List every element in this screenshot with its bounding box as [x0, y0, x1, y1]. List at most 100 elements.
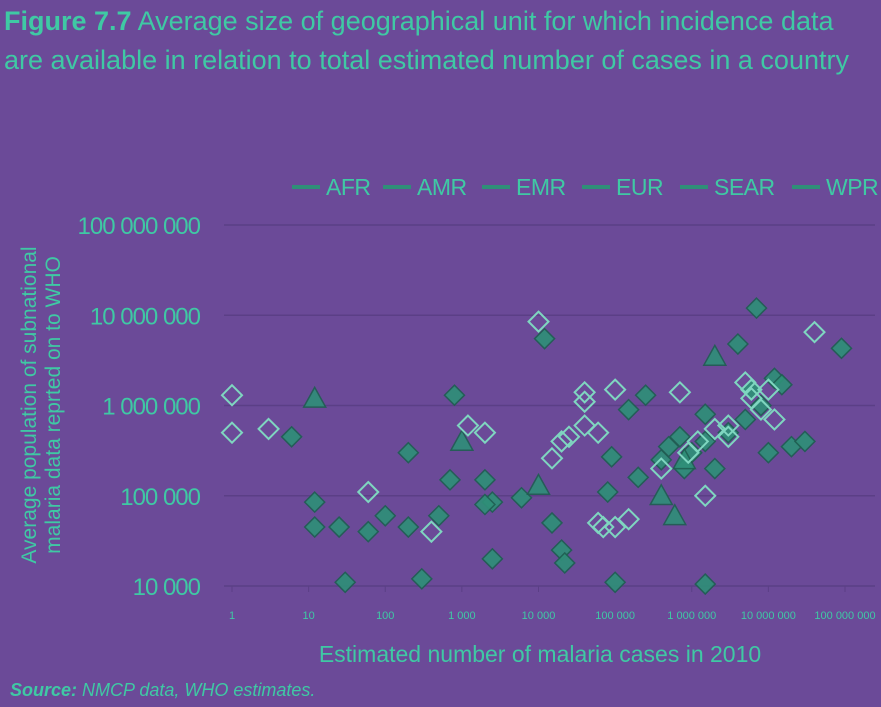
x-tick-label: 1 000 [448, 610, 476, 622]
data-point [603, 515, 627, 539]
data-point [573, 380, 597, 404]
data-point [617, 398, 640, 421]
data-point [694, 403, 717, 426]
data-point [257, 417, 280, 441]
data-point [303, 491, 326, 514]
data-point [456, 414, 480, 437]
data-point [438, 468, 462, 491]
data-point [739, 378, 763, 402]
data-point [303, 515, 326, 539]
figure-title: Figure 7.7 Average size of geographical … [4, 2, 874, 80]
legend-label: EUR [616, 174, 663, 200]
data-point [634, 384, 657, 407]
legend-label: AFR [326, 174, 371, 200]
y-axis-label: Average population of subnationalmalaria… [18, 246, 65, 563]
data-point [302, 385, 327, 408]
data-point [749, 398, 773, 422]
data-point [603, 378, 627, 402]
data-point [648, 483, 674, 506]
data-point [473, 468, 497, 491]
data-point [280, 425, 303, 448]
source-text: NMCP data, WHO estimates. [82, 680, 316, 700]
data-point [763, 408, 786, 431]
data-point [550, 429, 573, 453]
data-point [734, 408, 757, 431]
x-tick-label: 100 000 000 [814, 610, 875, 622]
data-point [745, 297, 768, 320]
data-point [533, 327, 556, 350]
data-point [573, 414, 597, 437]
data-point [830, 337, 853, 360]
x-tick-label: 1 [229, 610, 235, 622]
data-point [443, 384, 466, 407]
data-point [694, 573, 717, 596]
data-point [540, 511, 564, 534]
data-point [694, 430, 717, 453]
data-point [328, 515, 351, 539]
y-tick-label: 1 000 000 [102, 394, 200, 421]
data-point [540, 446, 564, 470]
data-point [419, 520, 443, 544]
data-point [481, 547, 504, 570]
figure-label: Figure 7.7 [4, 6, 132, 36]
data-point [586, 421, 610, 445]
data-point [604, 571, 627, 594]
source-note: Source: NMCP data, WHO estimates. [10, 680, 315, 701]
figure-text: Average size of geographical unit for wh… [4, 6, 849, 75]
legend-label: SEAR [714, 174, 775, 200]
data-point [702, 343, 728, 366]
data-point [427, 504, 450, 527]
x-axis-label: Estimated number of malaria cases in 201… [319, 641, 761, 667]
y-tick-label: 100 000 000 [78, 213, 201, 240]
y-tick-label: 10 000 000 [90, 303, 201, 330]
y-axis-label-line: Average population of subnational [18, 246, 41, 563]
data-point [374, 504, 397, 527]
data-point [553, 551, 576, 575]
source-label: Source: [10, 680, 78, 700]
data-point [693, 484, 717, 508]
data-point [397, 515, 420, 539]
data-point [220, 421, 244, 445]
data-point [756, 378, 780, 402]
data-point [473, 493, 497, 516]
data-point [668, 425, 691, 448]
data-point [617, 507, 641, 531]
data-point [397, 441, 420, 464]
data-point [627, 466, 650, 489]
data-point [557, 425, 581, 449]
data-point [410, 567, 433, 590]
data-point [600, 445, 623, 468]
data-point [357, 520, 380, 543]
data-point [449, 428, 475, 451]
legend-label: WPR [826, 174, 878, 200]
x-tick-label: 10 [303, 610, 315, 622]
data-point [591, 515, 615, 539]
data-point [749, 394, 773, 417]
data-point [803, 320, 826, 344]
data-point [686, 429, 710, 453]
data-point [703, 457, 726, 480]
x-tick-label: 10 000 [522, 610, 556, 622]
data-point [793, 430, 816, 453]
data-point [527, 310, 550, 334]
data-point [526, 472, 551, 496]
y-tick-label: 100 000 [120, 484, 200, 511]
data-point [662, 503, 688, 526]
data-point [356, 480, 380, 504]
data-point [649, 457, 673, 480]
data-point [220, 383, 244, 407]
data-point [757, 441, 780, 464]
x-tick-label: 100 000 [595, 610, 635, 622]
data-point [716, 414, 740, 437]
data-point [726, 332, 749, 356]
data-point [668, 380, 692, 404]
y-tick-label: 10 000 [133, 574, 201, 601]
y-axis-label-line: malaria data reprted on to WHO [42, 256, 65, 554]
data-point [573, 390, 597, 414]
x-tick-label: 100 [376, 610, 394, 622]
data-point [510, 486, 533, 509]
data-point [703, 417, 727, 441]
data-point [334, 571, 357, 594]
data-point [596, 480, 619, 504]
